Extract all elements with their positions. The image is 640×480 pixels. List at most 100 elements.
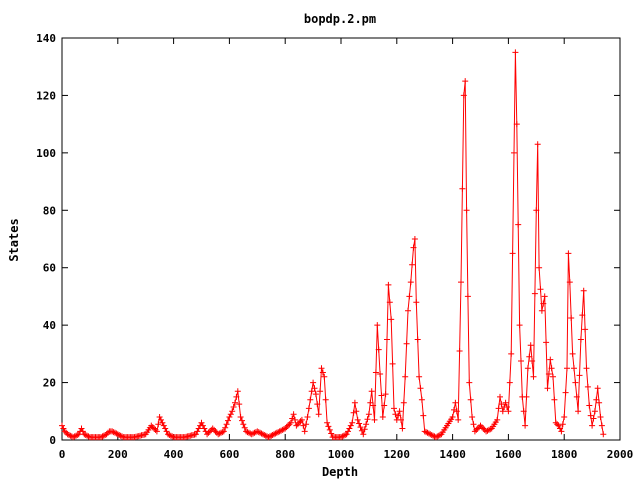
data-point-marker [589,422,596,429]
data-point-marker [381,402,388,409]
data-point-marker [365,411,372,418]
data-point-marker [321,373,328,380]
data-point-marker [584,383,591,390]
data-point-marker [572,379,579,386]
series-markers [59,49,607,441]
data-point-marker [558,428,565,435]
data-point-marker [100,432,107,439]
data-point-marker [292,416,298,423]
data-point-marker [547,356,554,363]
data-point-marker [192,431,199,438]
data-point-marker [220,428,227,435]
data-point-marker [538,307,545,314]
data-point-marker [345,428,351,435]
data-point-marker [548,365,555,372]
data-point-marker [402,373,409,380]
data-point-marker [508,350,515,357]
x-tick-label: 1800 [551,448,578,461]
y-tick-label: 140 [36,32,56,45]
data-point-marker [251,429,258,436]
data-point-marker [495,405,502,412]
data-point-marker [364,416,371,423]
data-point-marker [566,279,573,286]
data-point-marker [79,428,86,435]
data-point-marker [308,388,315,395]
data-point-marker [499,408,506,415]
data-point-marker [230,404,237,410]
data-point-marker [301,428,308,435]
data-point-marker [456,348,463,354]
data-point-marker [349,419,356,426]
data-point-marker [347,422,354,429]
data-point-marker [579,312,586,319]
y-tick-label: 20 [43,377,56,390]
data-point-marker [466,379,473,386]
data-point-marker [205,429,212,436]
data-point-marker [515,221,522,228]
data-point-marker [159,419,166,426]
data-point-marker [368,388,375,395]
data-point-marker [294,421,301,428]
data-point-marker [555,422,562,429]
data-point-marker [151,425,158,432]
data-point-marker [406,293,413,300]
data-point-marker [391,405,397,412]
data-point-marker [374,322,381,329]
data-point-marker [473,426,480,433]
data-point-marker [245,429,252,436]
data-point-marker [593,396,600,403]
data-point-marker [105,429,111,436]
data-point-marker [117,432,124,439]
data-point-marker [82,432,89,438]
data-point-marker [158,416,164,423]
x-tick-label: 400 [164,448,184,461]
data-point-marker [428,432,435,438]
data-point-marker [460,92,467,99]
data-point-marker [239,417,245,424]
data-point-marker [212,428,219,435]
data-point-marker [527,342,534,349]
x-tick-label: 1200 [384,448,411,461]
data-point-marker [554,421,561,428]
data-point-marker [343,431,350,438]
data-point-marker [222,424,229,431]
data-point-marker [160,422,167,429]
data-point-marker [421,428,428,435]
data-point-marker [305,405,312,412]
y-tick-label: 80 [43,204,56,217]
data-point-marker [195,425,202,432]
data-point-marker [339,433,346,440]
data-point-marker [529,358,536,364]
data-point-marker [561,414,568,420]
data-point-marker [375,346,382,353]
data-point-marker [453,408,460,415]
data-point-marker [565,250,572,257]
data-point-marker [522,422,529,429]
data-point-marker [166,432,173,438]
data-point-marker [417,385,424,392]
data-point-marker [149,424,156,431]
data-point-marker [109,428,116,435]
data-point-marker [582,326,589,333]
data-point-marker [340,432,347,439]
data-point-marker [434,433,441,440]
data-point-marker [509,250,516,257]
data-point-marker [163,428,170,435]
data-point-marker [226,414,233,420]
data-point-marker [363,421,370,428]
x-tick-label: 800 [275,448,295,461]
data-point-marker [552,419,559,426]
data-point-marker [298,416,305,423]
data-point-marker [74,432,81,438]
x-tick-label: 0 [59,448,66,461]
data-point-marker [153,428,160,435]
data-point-marker [414,336,421,343]
data-point-marker [223,421,230,428]
data-point-marker [435,432,442,439]
data-point-marker [520,408,527,415]
data-point-marker [81,431,88,438]
data-point-marker [232,399,238,406]
data-point-marker [577,336,584,343]
data-point-marker [199,422,206,429]
data-point-marker [583,365,590,372]
